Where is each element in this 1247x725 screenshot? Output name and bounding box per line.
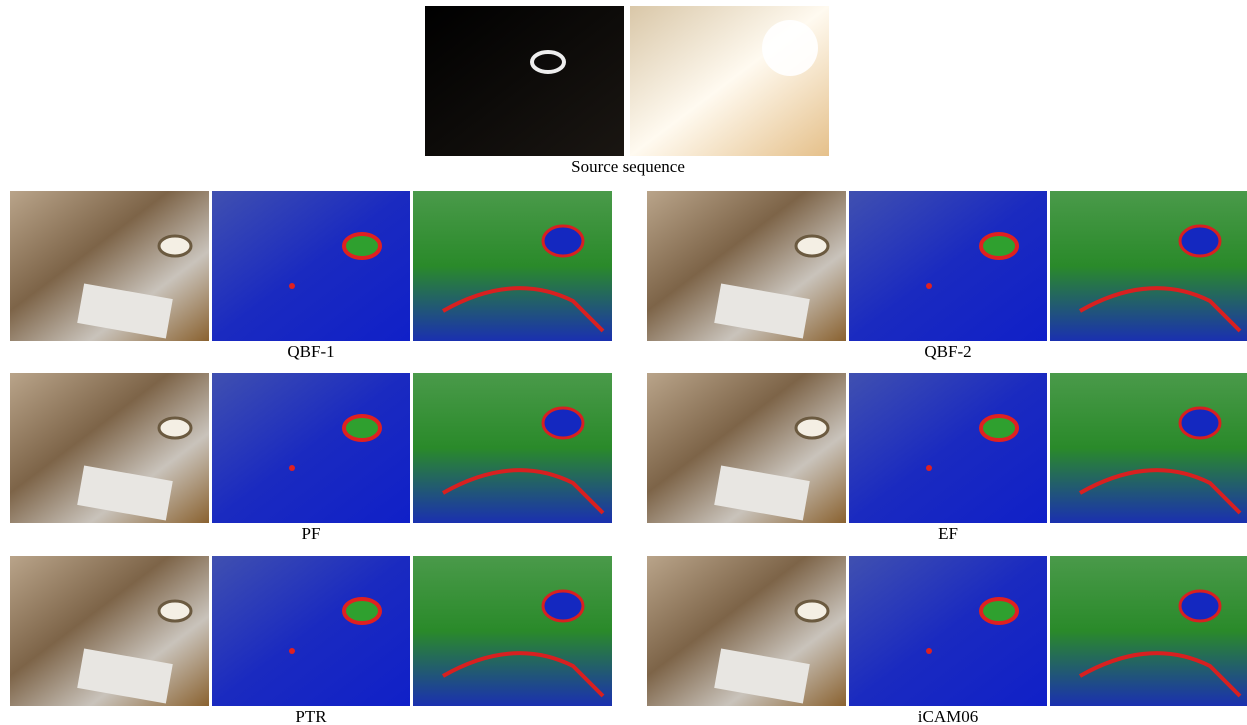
error-map-blue (849, 373, 1047, 523)
caption: QBF-1 (287, 342, 334, 361)
error-map-green (1050, 556, 1247, 706)
caption: Source sequence (571, 157, 685, 176)
error-map-blue (212, 373, 410, 523)
error-hotspot (981, 599, 1017, 623)
caption: iCAM06 (918, 707, 978, 725)
source-images (425, 6, 829, 156)
error-hotspot (981, 234, 1017, 258)
lamp (796, 236, 828, 256)
error-hotspot (344, 234, 380, 258)
caption: PF (302, 524, 321, 543)
error-map-blue (849, 556, 1047, 706)
error-hotspot (344, 416, 380, 440)
error-dot (289, 283, 295, 289)
error-region (543, 408, 583, 438)
error-dot (926, 648, 932, 654)
error-map-green (413, 556, 612, 706)
error-dot (926, 283, 932, 289)
error-dot (289, 465, 295, 471)
lamp (159, 418, 191, 438)
error-map-blue (212, 191, 410, 341)
lamp (159, 236, 191, 256)
error-map-blue (212, 556, 410, 706)
error-map-green (413, 373, 612, 523)
error-region (543, 591, 583, 621)
lamp (796, 601, 828, 621)
error-map-green (413, 191, 612, 341)
error-map-green (1050, 373, 1247, 523)
caption: QBF-2 (924, 342, 971, 361)
source-image-dark (425, 6, 624, 156)
error-map-green (1050, 191, 1247, 341)
error-region (1180, 591, 1220, 621)
error-dot (289, 648, 295, 654)
error-region (1180, 226, 1220, 256)
lamp (159, 601, 191, 621)
error-map-blue (849, 191, 1047, 341)
error-hotspot (981, 416, 1017, 440)
error-region (543, 226, 583, 256)
caption: EF (938, 524, 958, 543)
figure: Source sequence QBF-1 QBF-2 PF EF PTR iCAM06 (0, 0, 1247, 725)
error-region (1180, 408, 1220, 438)
error-hotspot (344, 599, 380, 623)
caption: PTR (295, 707, 327, 725)
error-dot (926, 465, 932, 471)
lamp-glow (762, 20, 818, 76)
lamp (796, 418, 828, 438)
